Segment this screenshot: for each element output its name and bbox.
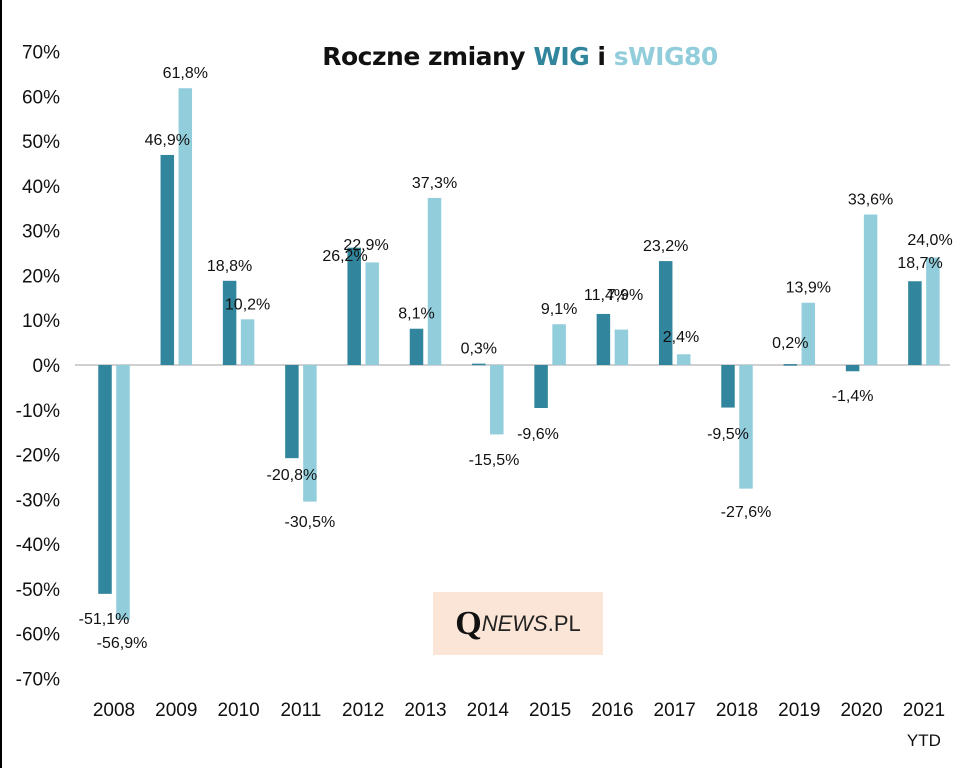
y-tick-label: -60% (16, 625, 60, 646)
data-label-swig80: 61,8% (163, 65, 208, 82)
y-tick-label: 50% (22, 132, 60, 153)
bar-wig-2019 (783, 364, 798, 366)
bar-wig-2015 (534, 365, 548, 408)
title-swig80: sWIG80 (613, 42, 719, 71)
x-tick-label: 2016 (591, 700, 633, 721)
y-tick-label: 70% (22, 43, 60, 64)
data-label-swig80: 2,4% (663, 329, 699, 346)
x-tick-sublabel: YTD (907, 731, 941, 750)
x-tick-label: 2015 (529, 700, 571, 721)
data-label-wig: 23,2% (643, 238, 688, 255)
data-label-swig80: -15,5% (469, 452, 520, 469)
title-wig: WIG (533, 42, 590, 71)
x-tick-label: 2009 (155, 700, 197, 721)
bar-swig80-2021 (926, 257, 940, 365)
data-label-wig: 0,2% (772, 335, 808, 352)
y-tick-label: 30% (22, 222, 60, 243)
bar-wig-2021 (908, 281, 922, 365)
data-label-wig: -9,5% (707, 426, 749, 443)
bar-wig-2018 (721, 365, 735, 408)
data-label-wig: 8,1% (398, 306, 434, 323)
bar-swig80-2014 (490, 365, 504, 435)
bar-swig80-2019 (801, 302, 816, 365)
y-tick-label: -10% (16, 401, 60, 422)
logo-news: NEWS (481, 610, 548, 636)
bar-swig80-2011 (303, 365, 317, 502)
data-label-swig80: -30,5% (285, 514, 336, 531)
y-tick-label: -50% (16, 580, 60, 601)
bar-swig80-2016 (614, 329, 629, 365)
bar-wig-2014 (472, 363, 486, 366)
data-label-wig: -9,6% (517, 426, 559, 443)
bar-swig80-2009 (178, 88, 193, 365)
bar-wig-2013 (409, 328, 424, 365)
y-tick-label: -40% (16, 535, 60, 556)
data-label-wig: 18,8% (207, 258, 252, 275)
data-label-swig80: 22,9% (343, 237, 388, 254)
y-tick-label: -70% (16, 670, 60, 691)
x-tick-label: 2017 (654, 700, 696, 721)
data-label-swig80: 9,1% (541, 301, 577, 318)
y-tick-label: 0% (33, 356, 61, 377)
x-tick-label: 2011 (280, 700, 321, 721)
x-tick-label: 2021 (903, 700, 945, 721)
data-label-swig80: 7,9% (607, 287, 643, 304)
qnews-logo: Q NEWS .PL (433, 592, 603, 655)
logo-q: Q (455, 604, 482, 642)
bar-swig80-2017 (676, 354, 691, 365)
x-tick-label: 2018 (716, 700, 758, 721)
x-tick-label: 2019 (778, 700, 820, 721)
x-tick-label: 2008 (93, 700, 135, 721)
data-label-swig80: 13,9% (786, 280, 831, 297)
bar-wig-2012 (347, 247, 361, 365)
y-tick-label: 60% (22, 87, 60, 108)
bar-wig-2017 (658, 261, 673, 365)
y-tick-label: 10% (22, 311, 60, 332)
bar-wig-2016 (596, 313, 611, 365)
data-label-swig80: 24,0% (907, 232, 952, 249)
data-label-wig: 46,9% (145, 132, 190, 149)
data-label-wig: 11,4% (584, 287, 628, 304)
bar-wig-2011 (285, 365, 299, 459)
title-joiner: i (589, 42, 614, 71)
title-prefix: Roczne zmiany (322, 42, 534, 71)
data-label-wig: -20,8% (267, 467, 318, 484)
data-label-wig: -1,4% (832, 388, 874, 405)
x-tick-label: 2014 (467, 700, 510, 721)
bar-wig-2020 (845, 365, 860, 372)
y-tick-label: 40% (22, 177, 60, 198)
bar-swig80-2015 (552, 324, 566, 365)
data-label-swig80: 10,2% (225, 296, 270, 313)
logo-pl: .PL (547, 610, 581, 636)
bar-swig80-2020 (863, 214, 878, 365)
y-tick-label: -20% (16, 446, 60, 467)
bar-wig-2008 (98, 365, 112, 594)
bar-swig80-2018 (739, 365, 753, 489)
data-label-wig: 0,3% (461, 341, 497, 358)
data-label-swig80: -56,9% (97, 635, 148, 652)
chart-title: Roczne zmiany WIG i sWIG80 (0, 42, 975, 71)
bar-swig80-2013 (427, 197, 442, 365)
x-tick-label: 2010 (217, 700, 259, 721)
data-label-swig80: 37,3% (412, 175, 457, 192)
bar-swig80-2012 (365, 262, 379, 365)
x-tick-label: 2013 (404, 700, 446, 721)
data-label-wig: 18,7% (897, 255, 942, 272)
y-tick-label: 20% (22, 266, 60, 287)
data-label-swig80: -27,6% (721, 504, 772, 521)
data-label-wig: 26,2% (322, 248, 367, 265)
left-border-line (0, 0, 2, 768)
bar-swig80-2008 (116, 365, 130, 620)
bar-swig80-2010 (240, 319, 255, 365)
x-tick-label: 2020 (840, 700, 882, 721)
x-tick-label: 2012 (342, 700, 384, 721)
y-tick-label: -30% (16, 490, 60, 511)
data-label-swig80: 33,6% (848, 192, 893, 209)
data-label-wig: -51,1% (79, 611, 130, 628)
bar-wig-2009 (160, 154, 175, 365)
bar-wig-2010 (222, 280, 237, 365)
